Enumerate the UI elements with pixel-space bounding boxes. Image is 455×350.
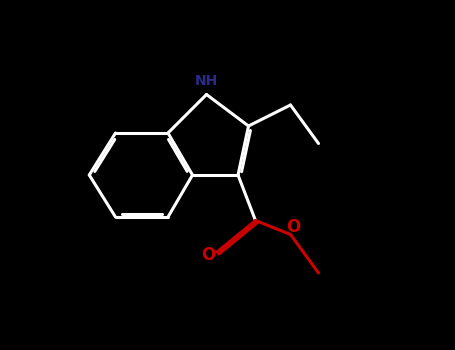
Text: O: O <box>286 218 300 237</box>
Text: NH: NH <box>195 74 218 88</box>
Text: O: O <box>201 246 215 264</box>
